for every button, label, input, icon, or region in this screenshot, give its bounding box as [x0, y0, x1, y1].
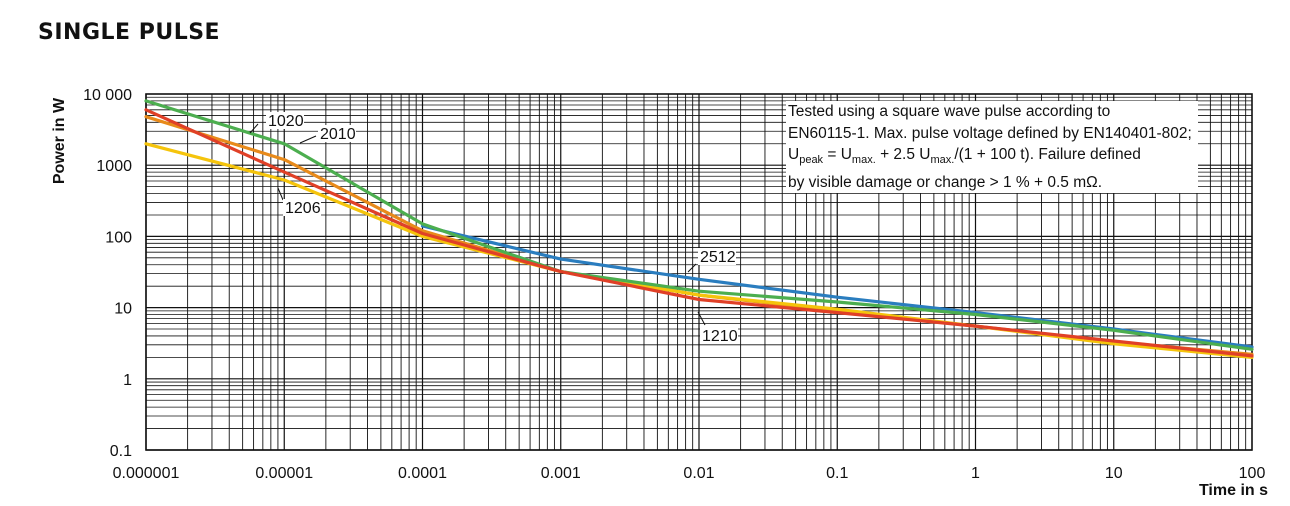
series-label-bg	[318, 125, 356, 142]
x-axis-label: Time in s	[1199, 482, 1268, 499]
axes	[145, 93, 1253, 451]
note-text: = U	[823, 146, 852, 163]
series-callout-leader	[249, 123, 259, 134]
x-tick-label: 1	[971, 465, 980, 482]
tick-labels: 0.000001 0.00001 0.0001 0.001 0.01 0.1 1 10 1000…	[83, 87, 1265, 482]
series-label-1206: 1206	[285, 200, 321, 217]
x-tick-label: 10	[1105, 465, 1123, 482]
y-tick-label: 100	[105, 229, 132, 246]
x-tick-label: 0.000001	[113, 465, 180, 482]
x-tick-label: 0.00001	[255, 465, 313, 482]
series-label-bg	[283, 199, 321, 216]
note-line-2: EN60115-1. Max. pulse voltage defined by…	[788, 124, 1192, 142]
note-subscript: max.	[930, 154, 955, 167]
series-label-bg	[700, 327, 738, 344]
series-label-1210: 1210	[702, 328, 738, 345]
note-text: U	[788, 146, 800, 163]
x-tick-label: 0.1	[826, 465, 848, 482]
series-label-bg	[266, 112, 304, 129]
x-tick-label: 100	[1239, 465, 1266, 482]
series-callout-leader	[299, 135, 317, 144]
note-line-1: Tested using a square wave pulse accordi…	[788, 103, 1111, 120]
x-tick-label: 0.0001	[398, 465, 447, 482]
series-label-bg	[698, 248, 736, 265]
y-tick-label: 1	[123, 372, 132, 389]
test-condition-note: Tested using a square wave pulse accordi…	[786, 101, 1198, 194]
grid-lines	[145, 94, 1252, 451]
y-tick-label: 10	[114, 301, 132, 318]
note-subscript: peak	[799, 154, 824, 167]
plot-frame	[145, 93, 1253, 451]
series-label-2010: 2010	[320, 126, 356, 143]
note-line-4: by visible damage or change > 1 % + 0.5 …	[788, 173, 1103, 191]
note-text: /(1 + 100 t). Failure defined	[954, 146, 1141, 163]
note-subscript: max.	[851, 154, 876, 167]
note-text: + 2.5 U	[875, 146, 931, 163]
series-line-2010	[144, 99, 1254, 351]
y-tick-label: 0.1	[110, 443, 132, 460]
series-labels: 1020 2010 1206 2512 1210	[249, 112, 738, 345]
x-tick-label: 0.01	[683, 465, 714, 482]
y-axis-label: Power in W	[51, 97, 68, 184]
series-callout-leader	[697, 311, 706, 326]
series-callout-leader	[687, 263, 697, 273]
series-lines	[144, 99, 1254, 359]
y-tick-label: 1000	[96, 158, 132, 175]
series-label-2512: 2512	[700, 249, 736, 266]
y-tick-label: 10 000	[83, 87, 132, 104]
note-line-3: Upeak = Umax. + 2.5 Umax./(1 + 100 t). F…	[788, 144, 1192, 172]
x-tick-label: 0.001	[541, 465, 581, 482]
series-callout-leader	[277, 187, 284, 201]
series-line-1210	[144, 142, 1254, 359]
series-line-1020	[144, 108, 1254, 358]
series-label-1020: 1020	[268, 113, 304, 130]
chart-title: SINGLE PULSE	[38, 20, 221, 45]
